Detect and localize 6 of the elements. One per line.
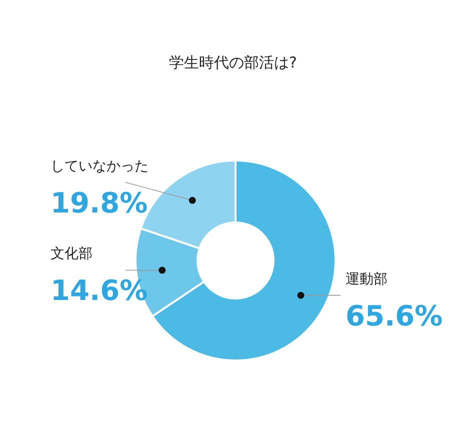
chart-title: 学生時代の部活は? xyxy=(169,54,297,72)
data-label: 19.8% xyxy=(50,186,148,220)
slice-label: 運動部 xyxy=(346,271,388,288)
slice-label: 文化部 xyxy=(50,246,92,262)
slice-label: していなかった xyxy=(50,158,148,174)
data-label: 65.6% xyxy=(346,299,443,332)
